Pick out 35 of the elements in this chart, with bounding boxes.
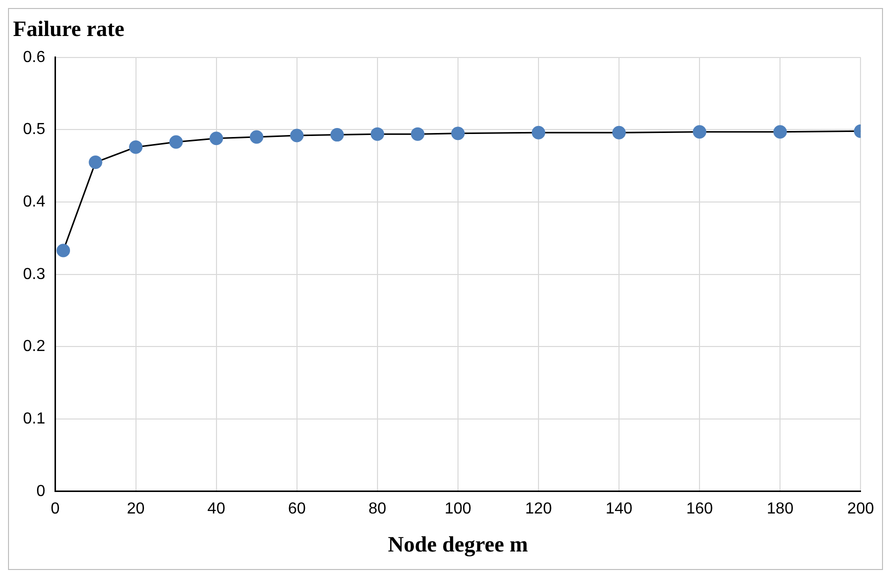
y-axis-title: Failure rate xyxy=(13,16,125,41)
x-tick-label: 40 xyxy=(207,500,226,518)
x-tick-label: 0 xyxy=(50,500,60,518)
point xyxy=(129,140,143,154)
y-tick-label: 0.1 xyxy=(22,410,46,428)
y-tick-label: 0.6 xyxy=(22,48,46,66)
x-tick-label: 160 xyxy=(686,500,714,518)
point xyxy=(56,244,70,258)
x-tick-label: 20 xyxy=(126,500,145,518)
point xyxy=(532,126,546,140)
point xyxy=(451,126,465,140)
y-tick-label: 0.4 xyxy=(22,193,46,210)
point xyxy=(169,135,183,149)
point xyxy=(250,130,264,144)
point xyxy=(773,125,787,139)
x-tick-label: 180 xyxy=(766,500,794,518)
point xyxy=(370,127,384,141)
y-tick-label: 0.2 xyxy=(22,338,46,356)
point xyxy=(612,126,626,140)
x-tick-label: 100 xyxy=(444,500,472,518)
y-tick-label: 0.5 xyxy=(22,121,46,138)
y-tick-label: 0.3 xyxy=(22,266,46,283)
point xyxy=(290,128,304,142)
point xyxy=(88,156,102,170)
x-axis-title: Node degree m xyxy=(388,531,528,556)
point xyxy=(330,128,344,142)
x-tick-label: 60 xyxy=(288,500,306,518)
point xyxy=(210,132,224,146)
point xyxy=(692,125,706,139)
y-tick-label: 0 xyxy=(36,482,46,500)
x-tick-label: 200 xyxy=(847,500,874,518)
x-tick-label: 140 xyxy=(606,500,632,518)
x-tick-label: 120 xyxy=(525,500,552,518)
x-tick-label: 80 xyxy=(368,500,386,518)
point xyxy=(410,127,424,141)
